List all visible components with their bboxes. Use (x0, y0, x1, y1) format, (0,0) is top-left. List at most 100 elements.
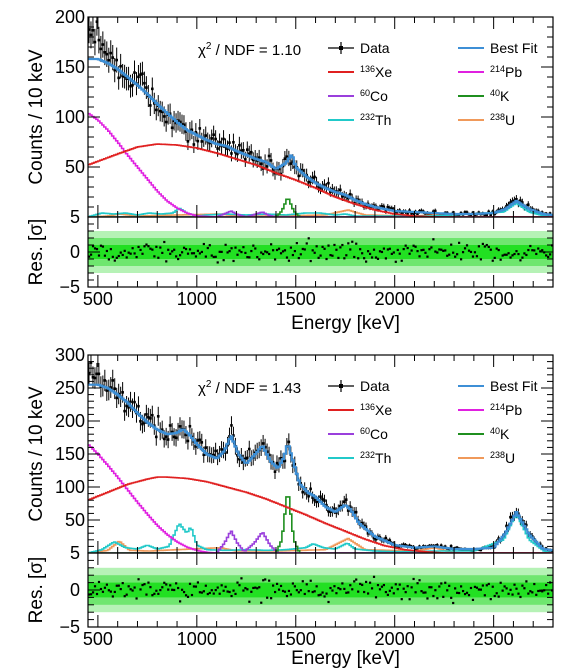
residual-point (323, 595, 326, 598)
residual-point (483, 245, 486, 248)
data-point (346, 509, 350, 512)
residual-point (523, 587, 526, 590)
residual-point (143, 583, 146, 586)
residual-point (238, 249, 241, 252)
data-point (271, 168, 275, 171)
residual-point (155, 245, 158, 248)
data-point (238, 143, 241, 147)
data-point (88, 371, 91, 375)
residual-point (525, 580, 528, 583)
data-point (247, 447, 251, 451)
residual-point (315, 245, 318, 248)
residual-point (527, 592, 530, 595)
residual-point (372, 575, 376, 578)
residual-point (357, 257, 360, 260)
data-point (139, 73, 142, 76)
residual-point (353, 255, 356, 259)
residual-point (424, 251, 427, 254)
residual-point (315, 585, 318, 588)
residual-point (149, 247, 152, 250)
y-axis-label: Counts / 10 keV (26, 386, 47, 522)
residual-point (230, 594, 233, 598)
residual-point (533, 249, 536, 252)
residual-point (163, 581, 166, 584)
data-point (275, 461, 279, 465)
residual-point (139, 588, 142, 591)
best-fit-curve (88, 383, 553, 552)
data-point (200, 140, 204, 143)
residual-point (145, 593, 148, 596)
legend-label: Data (360, 40, 390, 56)
data-point (220, 448, 223, 451)
legend-item: Best Fit (458, 378, 538, 394)
y-tick-label: 50 (65, 157, 85, 177)
residual-point (111, 595, 114, 598)
legend-label: 232Th (360, 112, 391, 128)
residual-point (123, 595, 126, 598)
residual-point (175, 255, 178, 258)
residual-point (238, 584, 241, 587)
data-point (174, 436, 178, 440)
y-tick-label: 150 (55, 444, 85, 464)
legend-isotope-mass: 238 (490, 450, 505, 460)
residual-point (256, 587, 259, 590)
residual-point (343, 587, 346, 591)
residual-point (323, 247, 326, 250)
residual-point (430, 586, 433, 589)
data-point (226, 147, 229, 151)
residual-point (91, 591, 95, 594)
residual-point (180, 251, 184, 254)
data-point (178, 425, 182, 428)
residual-point (234, 246, 237, 249)
legend-label: 40K (490, 88, 510, 104)
residual-point (169, 252, 172, 255)
data-point (121, 391, 124, 394)
residual-point (410, 249, 413, 252)
residual-point (351, 588, 354, 591)
x-tick-label: 1000 (177, 629, 217, 649)
residual-point (418, 255, 421, 258)
legend-label: 214Pb (490, 64, 522, 80)
res-tick-label: 5 (70, 207, 80, 227)
residual-point (349, 584, 352, 587)
legend-label: 136Xe (360, 64, 392, 80)
residual-point (165, 583, 168, 586)
residual-point (509, 588, 512, 591)
data-point (107, 58, 111, 62)
data-point (479, 548, 483, 552)
data-point (156, 415, 160, 418)
data-point (437, 213, 441, 216)
residual-point (335, 592, 338, 595)
residual-point (268, 252, 271, 256)
residual-point (161, 586, 164, 589)
data-point (396, 545, 399, 549)
data-point (194, 445, 198, 448)
residual-point (99, 587, 103, 591)
residual-point (111, 255, 114, 258)
data-point (285, 155, 289, 158)
chi2-annotation: χ2 / NDF = 1.10 (198, 41, 301, 59)
residual-point (182, 590, 186, 594)
residual-point (493, 594, 496, 598)
residual-point (295, 589, 298, 592)
x-tick-label: 2000 (375, 629, 415, 649)
residual-point (341, 582, 344, 585)
residual-point (159, 588, 162, 592)
chi2-superscript: 2 (206, 379, 212, 390)
data-point (509, 201, 512, 204)
residual-point (547, 592, 550, 595)
residual-point (159, 246, 162, 249)
residual-point (545, 254, 548, 257)
residual-point (165, 260, 168, 263)
residual-point (345, 591, 348, 594)
data-point (463, 211, 467, 214)
residual-point (422, 591, 425, 594)
data-point (269, 159, 273, 162)
data-point (151, 413, 154, 417)
data-point (170, 126, 174, 130)
data-point (319, 187, 322, 191)
residual-point (513, 583, 516, 586)
residual-point (432, 238, 435, 241)
